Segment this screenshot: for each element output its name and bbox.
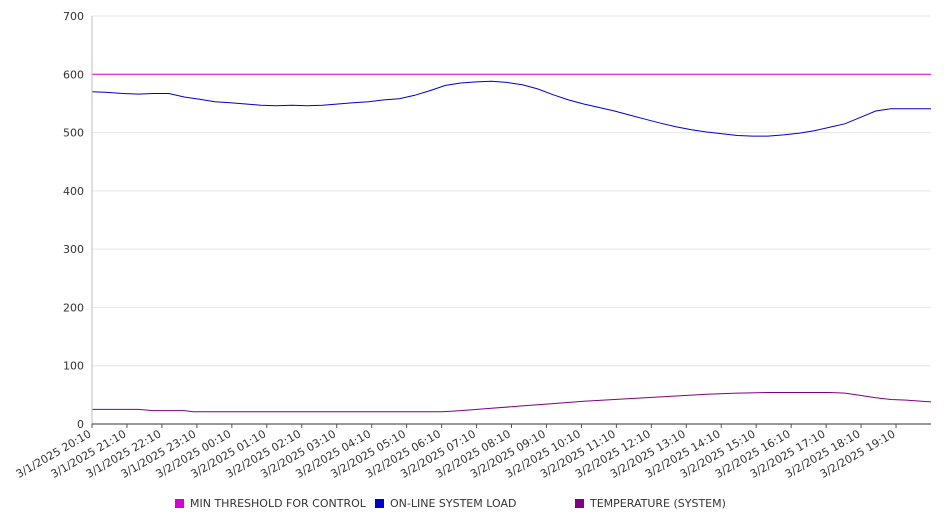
y-tick-label: 400 — [63, 185, 84, 198]
series-lines — [91, 73, 932, 413]
y-tick-label: 700 — [63, 10, 84, 23]
legend: MIN THRESHOLD FOR CONTROL ON-LINE SYSTEM… — [0, 497, 946, 515]
y-tick-label: 200 — [63, 301, 84, 314]
y-tick-label: 500 — [63, 127, 84, 140]
x-axis-tick-labels: 3/1/2025 20:103/1/2025 21:103/1/2025 22:… — [14, 427, 898, 481]
line-chart: 0 100 200 300 400 500 600 700 3/1/2025 20:103/1… — [14, 10, 932, 481]
y-axis-tick-labels: 0 100 200 300 400 500 600 700 — [63, 10, 84, 431]
legend-label-min-threshold: MIN THRESHOLD FOR CONTROL — [190, 497, 366, 510]
y-tick-label: 600 — [63, 68, 84, 81]
y-tick-label: 100 — [63, 360, 84, 373]
series-system-load-line — [91, 80, 931, 137]
grid-lines — [92, 15, 931, 367]
legend-label-system-load: ON-LINE SYSTEM LOAD — [390, 497, 517, 510]
y-tick-label: 300 — [63, 243, 84, 256]
legend-swatch-temperature — [575, 499, 584, 508]
legend-item-min-threshold[interactable]: MIN THRESHOLD FOR CONTROL — [175, 497, 366, 510]
legend-item-temperature[interactable]: TEMPERATURE (SYSTEM) — [575, 497, 726, 510]
y-tick-label: 0 — [77, 418, 84, 431]
legend-label-temperature: TEMPERATURE (SYSTEM) — [590, 497, 726, 510]
series-temperature-line — [92, 392, 932, 413]
legend-swatch-min-threshold — [175, 499, 184, 508]
axes — [91, 16, 931, 428]
legend-item-system-load[interactable]: ON-LINE SYSTEM LOAD — [375, 497, 516, 510]
legend-swatch-system-load — [375, 499, 384, 508]
